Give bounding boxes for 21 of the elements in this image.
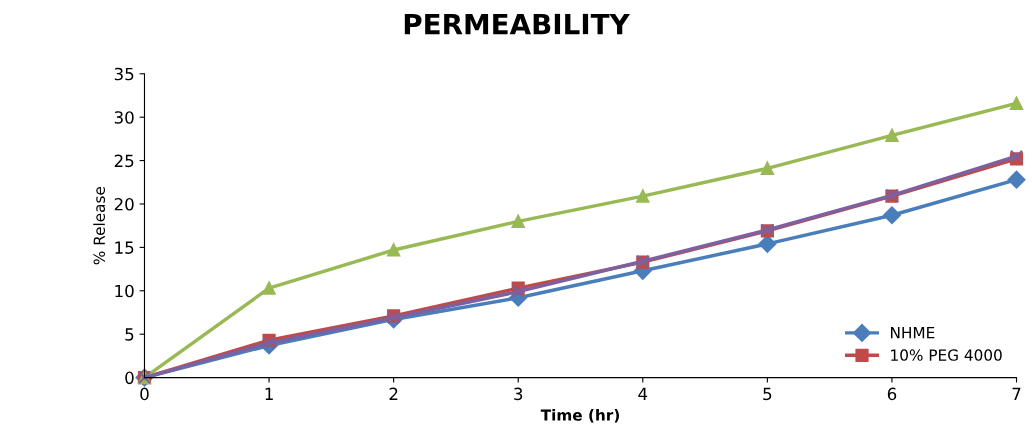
x-tick-label: 4	[638, 387, 648, 400]
legend-label: 10% PEG 4000	[891, 349, 1002, 361]
x-tick-label: 7	[1012, 387, 1021, 400]
y-tick-label: 35	[114, 67, 134, 81]
y-tick-label: 5	[125, 328, 134, 341]
x-tick-label: 0	[140, 387, 149, 401]
x-tick-label: 1	[265, 387, 273, 400]
y-axis-title: % Release	[93, 186, 106, 265]
y-tick-label: 10	[115, 284, 134, 298]
y-tick-label: 15	[115, 241, 134, 254]
y-tick-label: 25	[114, 154, 134, 168]
x-axis-title: Time (hr)	[540, 408, 619, 423]
y-tick-label: 0	[125, 371, 134, 385]
x-tick-label: 6	[887, 387, 897, 401]
x-tick-label: 5	[763, 387, 772, 401]
x-tick-label: 3	[514, 387, 523, 401]
chart-title: PERMEABILITY	[404, 13, 630, 35]
y-tick-label: 20	[114, 197, 134, 211]
legend-label: NHME	[891, 327, 935, 339]
y-tick-label: 30	[114, 111, 134, 124]
x-tick-label: 2	[389, 387, 398, 400]
